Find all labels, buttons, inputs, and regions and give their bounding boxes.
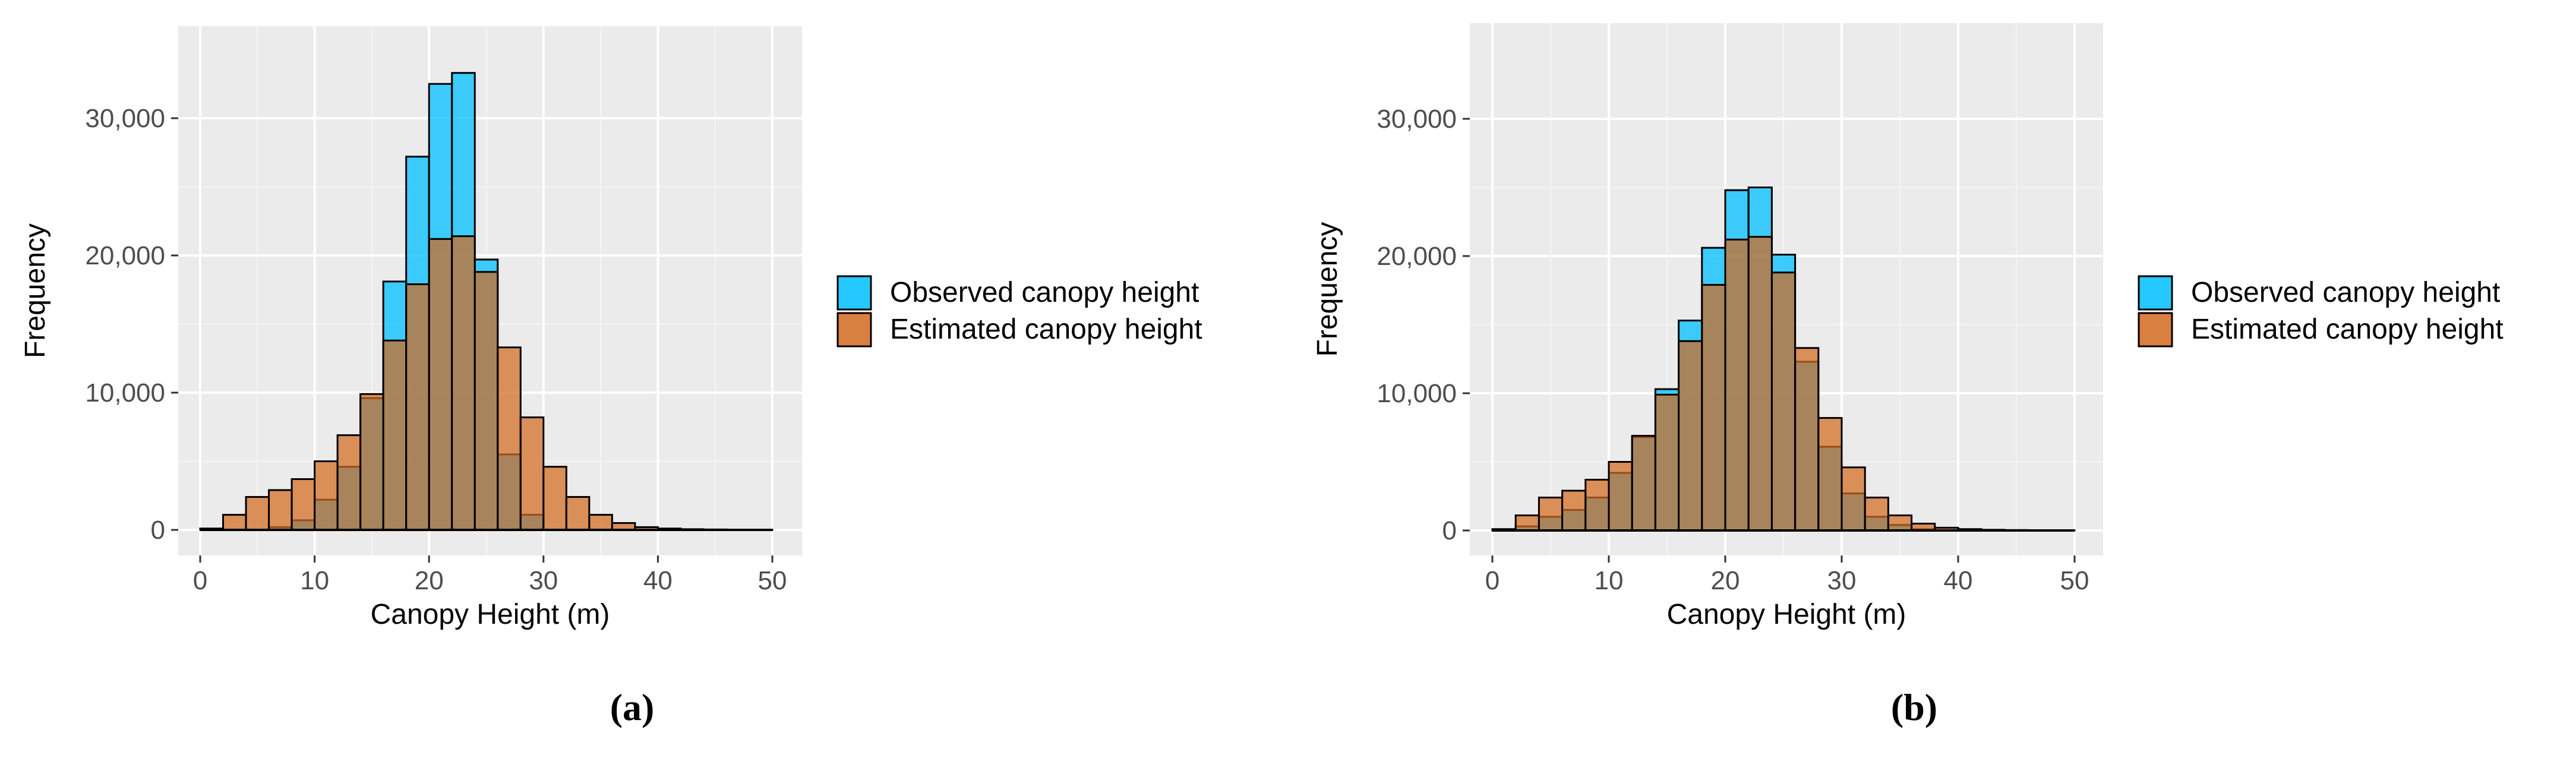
y-tick-label: 0 [1442, 516, 1457, 545]
estimated-bar [291, 478, 316, 531]
estimated-bar [451, 235, 476, 531]
estimated-bar [1631, 435, 1656, 532]
estimated-bar [1514, 514, 1540, 532]
estimated-bar [405, 283, 430, 531]
y-tick-label: 0 [151, 516, 165, 545]
estimated-bar [314, 460, 339, 531]
x-tick-label: 40 [643, 566, 673, 595]
estimated-legend-label: Estimated canopy height [890, 314, 1202, 345]
y-tick-label: 30,000 [85, 104, 165, 133]
x-tick-label: 30 [529, 566, 558, 595]
estimated-bar [1747, 236, 1773, 532]
estimated-bar [519, 416, 545, 531]
x-tick-label: 50 [758, 566, 787, 595]
estimated-bar [1794, 347, 1820, 532]
estimated-bar [1654, 393, 1680, 532]
estimated-bar [359, 393, 384, 531]
x-tick-label: 10 [300, 566, 329, 595]
y-tick-label: 10,000 [85, 378, 165, 408]
estimated-bar [268, 489, 293, 531]
estimated-bar [1538, 497, 1564, 532]
x-tick-label: 0 [1485, 566, 1499, 595]
chart-panel-a: 0 10 20 30 40 50 0 10,000 20,000 30,000 Canopy Hei… [20, 26, 1202, 728]
estimated-bar [1561, 489, 1587, 532]
estimated-bar [428, 238, 453, 531]
legend: Observed canopy height Estimated canopy h… [2138, 275, 2504, 348]
observed-legend-key [2138, 275, 2173, 311]
y-axis-title: Frequency [1312, 222, 1343, 357]
y-tick-label: 10,000 [1377, 379, 1457, 408]
chart-panel-b: 0 10 20 30 40 50 0 10,000 20,000 30,000 Canopy Hei… [1312, 23, 2504, 728]
x-axis-title: Canopy Height (m) [1667, 599, 1906, 630]
y-axis-title: Frequency [20, 223, 51, 358]
x-tick-label: 20 [1711, 566, 1740, 595]
estimated-bar [1864, 497, 1889, 532]
estimated-bar [497, 346, 522, 531]
estimated-legend-key [836, 312, 872, 348]
x-tick-label: 10 [1595, 566, 1624, 595]
panel-caption: (b) [1891, 686, 1937, 728]
legend: Observed canopy height Estimated canopy h… [836, 275, 1202, 348]
estimated-bar [588, 514, 613, 531]
estimated-bar [245, 496, 270, 531]
estimated-bar [1887, 514, 1913, 532]
estimated-bar [1841, 466, 1866, 532]
panel-caption: (a) [610, 686, 655, 728]
estimated-bar [565, 496, 591, 531]
observed-legend-key [836, 275, 872, 311]
estimated-bar [1817, 417, 1843, 532]
estimated-legend-key [2138, 312, 2173, 348]
x-tick-label: 40 [1944, 566, 1973, 595]
estimated-bar [336, 434, 362, 531]
x-tick-label: 20 [415, 566, 444, 595]
estimated-bar [1608, 461, 1633, 532]
estimated-bar [473, 271, 499, 531]
x-tick-label: 30 [1827, 566, 1857, 595]
y-tick-label: 20,000 [1377, 242, 1457, 271]
estimated-legend-label: Estimated canopy height [2191, 314, 2504, 345]
observed-legend-label: Observed canopy height [2191, 277, 2500, 308]
estimated-bar [1584, 479, 1610, 532]
estimated-bar [222, 514, 247, 531]
estimated-bar [1678, 340, 1703, 532]
observed-legend-label: Observed canopy height [890, 277, 1199, 308]
x-tick-label: 50 [2060, 566, 2089, 595]
estimated-bar [1770, 271, 1797, 532]
x-tick-label: 0 [193, 566, 207, 595]
y-tick-label: 30,000 [1377, 105, 1457, 134]
estimated-bar [1701, 284, 1726, 532]
estimated-bar [1724, 238, 1750, 532]
estimated-bar [542, 466, 567, 531]
y-tick-label: 20,000 [85, 241, 165, 270]
x-axis-title: Canopy Height (m) [371, 599, 610, 630]
estimated-bar [382, 339, 408, 531]
